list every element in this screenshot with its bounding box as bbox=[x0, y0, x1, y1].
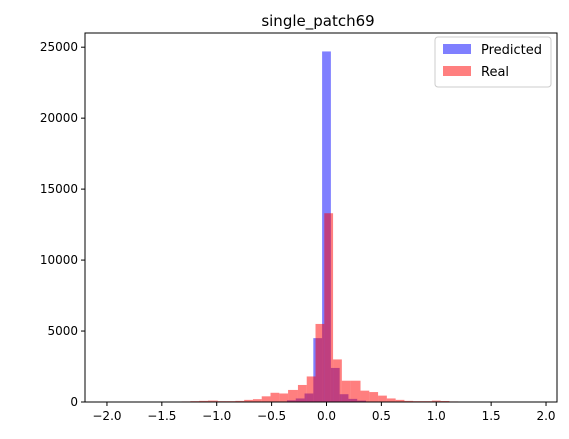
bar-real-19 bbox=[271, 393, 280, 402]
y-tick-label: 20000 bbox=[40, 111, 78, 125]
x-tick-label: −2.0 bbox=[92, 409, 121, 423]
x-tick-label: 2.0 bbox=[536, 409, 555, 423]
bar-real-24 bbox=[316, 324, 325, 402]
bar-real-23 bbox=[307, 376, 316, 402]
x-tick-label: 0.5 bbox=[372, 409, 391, 423]
legend-swatch-predicted bbox=[443, 44, 471, 54]
x-tick-label: −0.5 bbox=[257, 409, 286, 423]
x-tick-label: 1.0 bbox=[427, 409, 446, 423]
y-axis: 0 5000 10000 15000 20000 25000 bbox=[40, 40, 85, 409]
bar-real-30 bbox=[369, 392, 378, 402]
bar-real-32 bbox=[387, 398, 396, 402]
bars-layer bbox=[101, 51, 529, 402]
bar-real-21 bbox=[288, 390, 298, 402]
x-tick-label: −1.5 bbox=[147, 409, 176, 423]
y-tick-label: 5000 bbox=[47, 324, 78, 338]
bar-real-25 bbox=[324, 213, 333, 402]
x-tick-label: −1.0 bbox=[202, 409, 231, 423]
legend-swatch-real bbox=[443, 66, 471, 76]
legend: Predicted Real bbox=[435, 37, 551, 87]
y-tick-label: 10000 bbox=[40, 253, 78, 267]
legend-label-predicted: Predicted bbox=[481, 43, 542, 58]
legend-label-real: Real bbox=[481, 65, 509, 80]
x-tick-label: 0.0 bbox=[317, 409, 336, 423]
bar-real-28 bbox=[351, 381, 361, 402]
bar-real-27 bbox=[342, 381, 351, 402]
y-tick-label: 0 bbox=[70, 395, 78, 409]
bar-real-18 bbox=[262, 396, 271, 402]
bar-real-29 bbox=[361, 391, 370, 402]
bar-real-20 bbox=[279, 393, 288, 402]
x-tick-label: 1.5 bbox=[482, 409, 501, 423]
bar-real-31 bbox=[378, 396, 387, 402]
y-tick-label: 25000 bbox=[40, 40, 78, 54]
y-tick-label: 15000 bbox=[40, 182, 78, 196]
chart-title: single_patch69 bbox=[261, 12, 374, 31]
bar-real-22 bbox=[298, 385, 307, 402]
x-axis: −2.0 −1.5 −1.0 −0.5 0.0 0.5 1.0 1.5 2.0 bbox=[92, 402, 555, 423]
bar-real-26 bbox=[333, 359, 342, 402]
